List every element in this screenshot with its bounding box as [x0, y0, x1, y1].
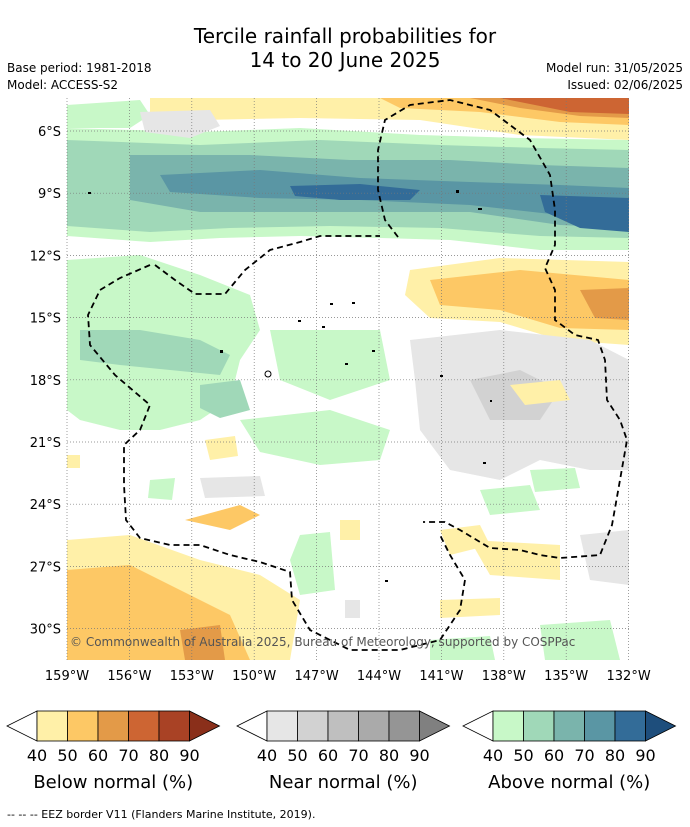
longitude-labels: 159°W 156°W 153°W 150°W 147°W 144°W 141°W 138°W… — [45, 669, 651, 684]
colorbar-cell — [36, 710, 68, 742]
colorbar-cell — [158, 710, 190, 742]
colorbar-tick: 80 — [379, 746, 399, 765]
colorbar-cell — [297, 710, 329, 742]
islands — [88, 190, 492, 582]
colorbar-min-arrow — [6, 710, 38, 742]
lat-label: 30°S — [30, 623, 61, 638]
colorbar-tick: 90 — [409, 746, 429, 765]
lat-label: 9°S — [38, 187, 61, 202]
colorbar-tick: 90 — [179, 746, 199, 765]
colorbar-cell — [266, 710, 298, 742]
colorbar-label: Above normal (%) — [488, 772, 650, 793]
colorbar-tick: 90 — [635, 746, 655, 765]
colorbar-cell — [388, 710, 420, 742]
colorbar-tick: 80 — [149, 746, 169, 765]
colorbar-cell — [67, 710, 99, 742]
colorbar-cell — [614, 710, 646, 742]
colorbar-tick: 50 — [287, 746, 307, 765]
colorbar-near: 40 50 60 70 80 90 Near normal (%) — [236, 710, 451, 793]
colorbar-cell — [492, 710, 524, 742]
colorbar-min-arrow — [462, 710, 494, 742]
lat-label: 21°S — [30, 436, 61, 451]
grid-lines — [66, 98, 629, 660]
eez-borders — [87, 99, 628, 651]
lon-label: 141°W — [419, 669, 463, 684]
colorbar-tick: 60 — [544, 746, 564, 765]
colorbar-above: 40 50 60 70 80 90 Above normal (%) — [462, 710, 677, 793]
lon-label: 153°W — [170, 669, 214, 684]
colorbar-tick: 70 — [574, 746, 594, 765]
lon-label: 138°W — [482, 669, 526, 684]
base-period: Base period: 1981-2018 — [7, 61, 152, 75]
lon-label: 144°W — [357, 669, 401, 684]
colorbar-cell — [523, 710, 555, 742]
model-run: Model run: 31/05/2025 — [545, 61, 683, 75]
lon-label: 159°W — [45, 669, 89, 684]
colorbar-tick: 50 — [57, 746, 77, 765]
colorbar-tick: 70 — [348, 746, 368, 765]
lat-label: 15°S — [30, 312, 61, 327]
colorbar-legends: 40 50 60 70 80 90 Below normal (%) 40 50 60 70 80 90… — [6, 710, 677, 793]
lat-label: 18°S — [30, 374, 61, 389]
copyright-text: © Commonwealth of Australia 2025, Bureau… — [70, 635, 575, 649]
colorbar-tick: 60 — [318, 746, 338, 765]
colorbar-label: Below normal (%) — [33, 772, 193, 793]
colorbar-max-arrow — [645, 710, 677, 742]
colorbar-tick: 50 — [513, 746, 533, 765]
lon-label: 150°W — [232, 669, 276, 684]
colorbar-cell — [584, 710, 616, 742]
lon-label: 156°W — [107, 669, 151, 684]
colorbar-cell — [358, 710, 390, 742]
colorbar-min-arrow — [236, 710, 268, 742]
meta-right: Model run: 31/05/2025 Issued: 02/06/2025 — [546, 60, 683, 94]
colorbar-tick: 70 — [118, 746, 138, 765]
map-field — [67, 98, 629, 660]
lon-label: 147°W — [295, 669, 339, 684]
colorbar-cell — [128, 710, 160, 742]
colorbar-cell — [327, 710, 359, 742]
lat-label: 12°S — [30, 249, 61, 264]
lat-label: 27°S — [30, 560, 61, 575]
eez-footer-note: -- -- -- EEZ border V11 (Flanders Marine… — [7, 808, 316, 821]
colorbar-tick: 40 — [27, 746, 47, 765]
colorbar-cell — [97, 710, 129, 742]
colorbar-below: 40 50 60 70 80 90 Below normal (%) — [6, 710, 221, 793]
lon-label: 135°W — [544, 669, 588, 684]
colorbar-label: Near normal (%) — [269, 772, 418, 793]
colorbar-max-arrow — [189, 710, 221, 742]
colorbar-tick: 40 — [483, 746, 503, 765]
lon-label: 132°W — [607, 669, 651, 684]
model-name: Model: ACCESS-S2 — [7, 78, 119, 92]
meta-left: Base period: 1981-2018 Model: ACCESS-S2 — [7, 60, 152, 94]
title-line2: 14 to 20 June 2025 — [249, 48, 441, 72]
title-line1: Tercile rainfall probabilities for — [193, 24, 497, 48]
lat-label: 6°S — [38, 125, 61, 140]
latitude-labels: 6°S 9°S 12°S 15°S 18°S 21°S 24°S 27°S 30°S — [30, 125, 61, 638]
colorbar-cell — [553, 710, 585, 742]
issued-date: Issued: 02/06/2025 — [567, 78, 683, 92]
lat-label: 24°S — [30, 498, 61, 513]
colorbar-tick: 80 — [605, 746, 625, 765]
colorbar-tick: 40 — [257, 746, 277, 765]
colorbar-tick: 60 — [88, 746, 108, 765]
colorbar-max-arrow — [419, 710, 451, 742]
